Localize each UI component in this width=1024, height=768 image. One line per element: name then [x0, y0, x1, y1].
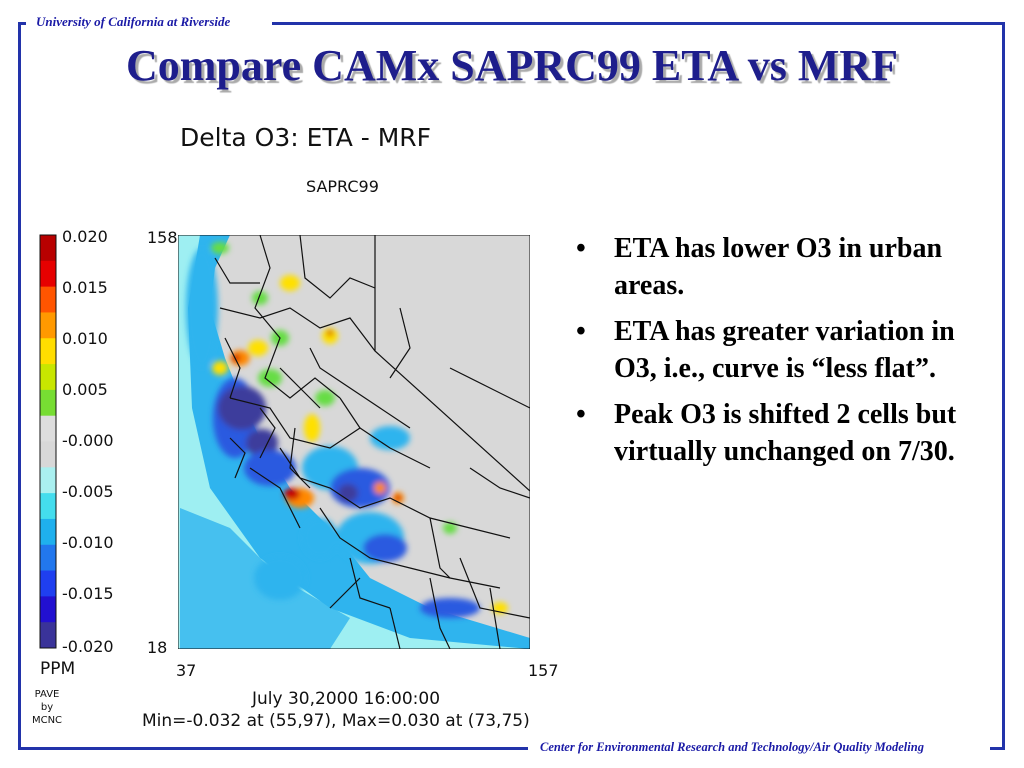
bullet-icon: •: [576, 399, 586, 430]
frame-top: [272, 22, 1004, 25]
colorbar-swatch: [40, 622, 56, 649]
coastal-bands: [186, 242, 508, 618]
colorbar-label: 0.020: [62, 227, 108, 246]
frame-left: [18, 22, 21, 750]
bullet-list: • ETA has lower O3 in urban areas. • ETA h…: [572, 230, 992, 479]
colorbar-swatch: [40, 260, 56, 288]
colorbar: [39, 234, 57, 649]
ocean-field: [178, 235, 530, 649]
colorbar-label: 0.005: [62, 380, 108, 399]
y-axis-top-label: 158: [147, 228, 178, 247]
colorbar-labels: 0.020 0.015 0.010 0.005 -0.000 -0.005 -0…: [62, 227, 114, 656]
colorbar-outline: [39, 234, 57, 649]
date-label: July 30,2000 16:00:00: [251, 689, 440, 709]
svg-text:MCNC: MCNC: [32, 715, 62, 726]
svg-text:by: by: [41, 702, 53, 713]
colorbar-swatch: [40, 364, 56, 391]
colorbar-swatch: [40, 235, 56, 262]
map-plot: [178, 235, 530, 649]
colorbar-swatch: [40, 570, 56, 597]
colorbar-swatch: [40, 415, 56, 442]
colorbar-swatch: [40, 493, 56, 520]
bullet-icon: •: [576, 316, 586, 347]
frame-bottom-left: [18, 747, 528, 750]
frame-bottom-right: [990, 747, 1005, 750]
bullet-item: • ETA has greater variation in O3, i.e., …: [572, 313, 992, 387]
colorbar-swatch: [40, 596, 56, 623]
bullet-text: ETA has greater variation in O3, i.e., c…: [614, 316, 955, 384]
frame-top-left: [18, 22, 26, 25]
slide-title: Compare CAMx SAPRC99 ETA vs MRF: [126, 41, 898, 90]
institution-label: University of California at Riverside: [36, 14, 231, 29]
colorbar-swatch: [40, 389, 56, 417]
colorbar-swatch: [40, 518, 56, 546]
bullet-text: Peak O3 is shifted 2 cells but virtually…: [614, 399, 957, 467]
colorbar-swatch: [40, 312, 56, 339]
colorbar-label: -0.005: [62, 482, 114, 501]
ozone-map-figure: Delta O3: ETA - MRF SAPRC99 0.020 0.015 …: [32, 123, 559, 731]
colorbar-label: -0.000: [62, 431, 114, 450]
bullet-item: • Peak O3 is shifted 2 cells but virtuall…: [572, 396, 992, 470]
map-title: Delta O3: ETA - MRF: [180, 123, 431, 152]
colorbar-label: -0.015: [62, 584, 114, 603]
minmax-label: Min=-0.032 at (55,97), Max=0.030 at (73,…: [142, 711, 530, 731]
map-subtitle: SAPRC99: [306, 177, 379, 196]
credit-label: PAVE by MCNC: [32, 689, 62, 726]
y-axis-bottom-label: 18: [147, 638, 167, 657]
colorbar-swatch: [40, 338, 56, 365]
x-axis-left-label: 37: [176, 661, 196, 680]
colorbar-swatch: [40, 286, 56, 313]
colorbar-swatch: [40, 544, 56, 572]
colorbar-label: -0.020: [62, 637, 114, 656]
frame-right: [1002, 22, 1005, 750]
colorbar-swatch: [40, 467, 56, 494]
footer-label: Center for Environmental Research and Te…: [540, 740, 924, 754]
bullet-icon: •: [576, 233, 586, 264]
colorbar-swatch: [40, 441, 56, 468]
colorbar-label: 0.010: [62, 329, 108, 348]
svg-text:PAVE: PAVE: [35, 689, 60, 700]
bullet-item: • ETA has lower O3 in urban areas.: [572, 230, 992, 304]
colorbar-label: 0.015: [62, 278, 108, 297]
bullet-text: ETA has lower O3 in urban areas.: [614, 233, 943, 301]
x-axis-right-label: 157: [528, 661, 559, 680]
boundary-lines: [214, 235, 530, 649]
units-label: PPM: [40, 659, 75, 679]
colorbar-label: -0.010: [62, 533, 114, 552]
